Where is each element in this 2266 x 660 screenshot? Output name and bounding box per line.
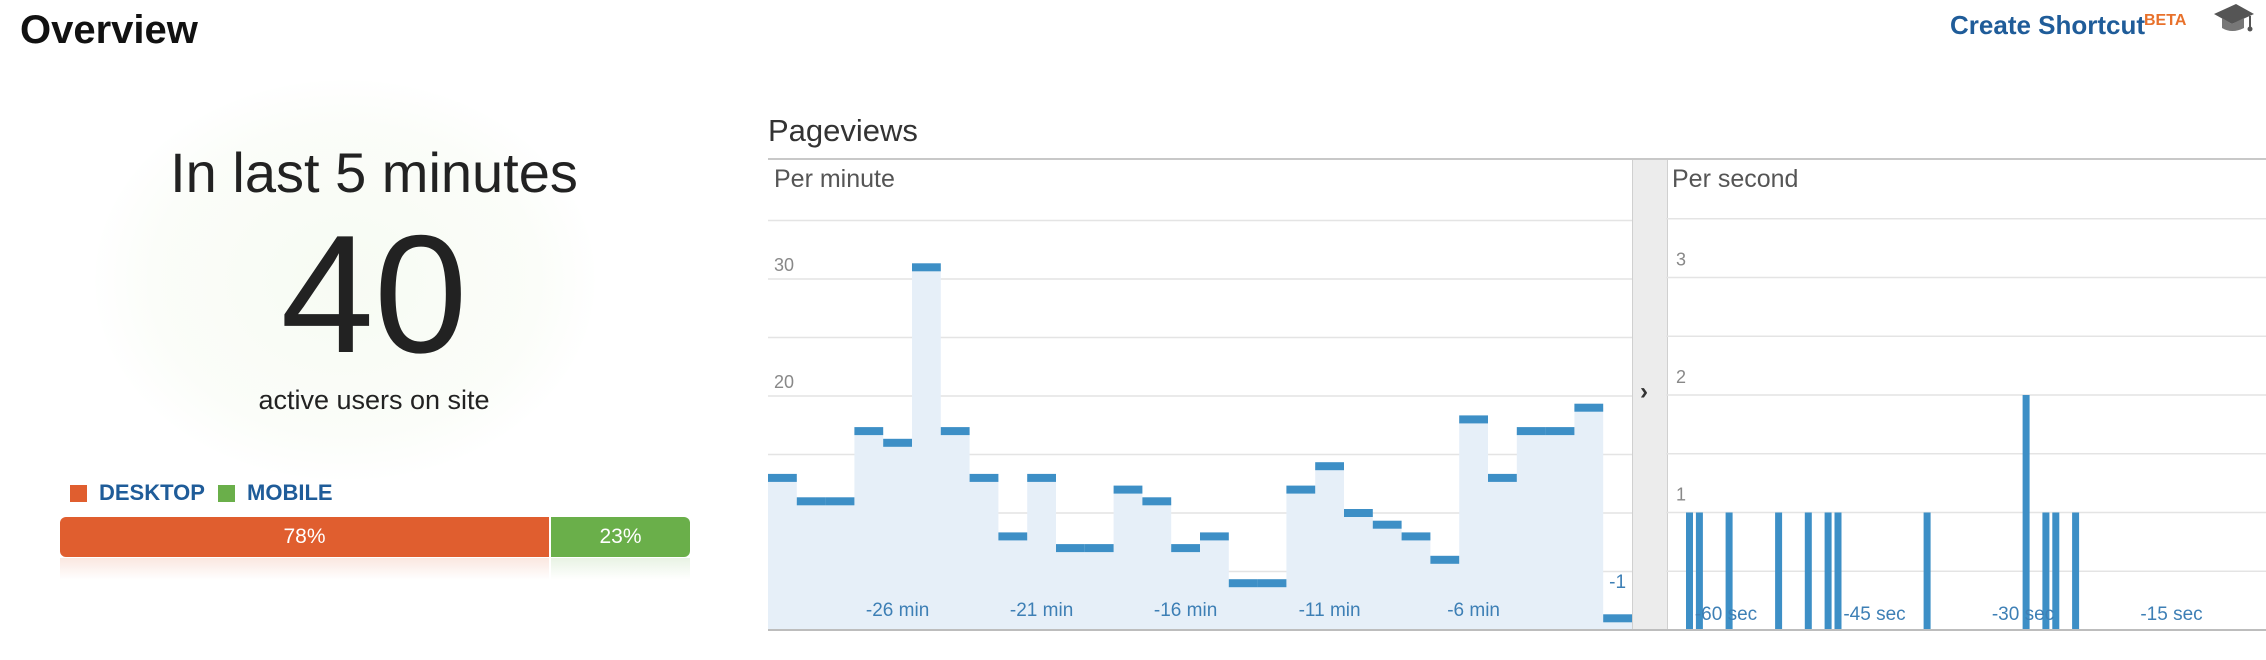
data-point <box>768 473 797 482</box>
data-point <box>825 497 855 506</box>
data-bar <box>2072 512 2080 630</box>
beta-badge: BETA <box>2144 12 2187 29</box>
per-second-label: Per second <box>1672 165 1799 193</box>
legend-mobile-label: MOBILE <box>247 480 333 505</box>
data-point <box>1142 497 1172 506</box>
legend-desktop: DESKTOP <box>70 478 205 508</box>
data-bar <box>1834 512 1842 630</box>
area-fill <box>768 267 1632 630</box>
data-point <box>1200 532 1229 541</box>
x-tick-label: -60 sec <box>1695 604 1757 625</box>
y-tick-label: 30 <box>774 255 794 275</box>
desktop-bar-reflection <box>60 558 549 580</box>
data-point <box>1056 544 1085 553</box>
y-tick-label: 2 <box>1676 367 1686 387</box>
desktop-swatch <box>70 484 87 502</box>
data-point <box>1257 579 1287 588</box>
active-users-halo <box>95 80 595 480</box>
data-point <box>1430 555 1460 564</box>
data-point <box>1372 520 1402 529</box>
data-point <box>854 427 884 436</box>
x-tick-label: -15 sec <box>2140 604 2202 625</box>
pageviews-title: Pageviews <box>768 113 918 148</box>
data-bar <box>1804 512 1812 630</box>
chevron-right-icon[interactable]: › <box>1640 378 1648 405</box>
active-users-caption: active users on site <box>258 385 490 415</box>
data-point <box>1488 473 1517 482</box>
data-point <box>1171 544 1200 553</box>
data-point <box>1228 579 1258 588</box>
data-point <box>940 427 970 436</box>
x-tick-label: -26 min <box>866 600 929 621</box>
x-tick-label: -45 sec <box>1843 604 1905 625</box>
data-point <box>796 497 826 506</box>
legend-mobile: MOBILE <box>218 478 333 508</box>
desktop-share-label: 78% <box>283 525 326 548</box>
data-point <box>1113 485 1143 494</box>
data-point <box>1459 415 1488 424</box>
active-users-headline: In last 5 minutes <box>170 141 578 204</box>
pageviews-top-rule <box>768 158 2266 160</box>
data-point <box>1401 532 1431 541</box>
data-bar <box>2042 512 2050 630</box>
x-tick-label: -30 sec <box>1992 604 2054 625</box>
data-point <box>969 473 999 482</box>
data-point <box>1574 403 1604 412</box>
data-bar <box>2052 512 2060 630</box>
data-bar <box>1775 512 1783 630</box>
x-tick-label: -11 min <box>1299 600 1361 621</box>
per-minute-chart: 102030-26 min-21 min-16 min-11 min-6 min… <box>768 219 1632 630</box>
data-bar <box>1824 512 1832 630</box>
data-bar <box>1725 512 1733 630</box>
mobile-share-bar[interactable]: 23% <box>551 517 690 557</box>
data-point <box>1286 485 1316 494</box>
y-tick-label: 3 <box>1676 250 1686 270</box>
legend-desktop-label: DESKTOP <box>99 480 205 505</box>
create-shortcut-link[interactable]: Create Shortcut <box>1950 10 2146 40</box>
x-tick-label: -16 min <box>1154 600 1217 621</box>
desktop-share-bar[interactable]: 78% <box>60 517 549 557</box>
data-bar <box>1923 512 1931 630</box>
mobile-share-label: 23% <box>599 525 642 548</box>
data-point <box>912 263 941 272</box>
data-point <box>998 532 1028 541</box>
data-bar <box>1695 512 1703 630</box>
data-point <box>1516 427 1546 436</box>
panel-divider[interactable] <box>1632 160 1668 630</box>
data-point <box>1315 462 1344 471</box>
x-tick-label: -21 min <box>1010 600 1073 621</box>
x-tick-label: -6 min <box>1447 600 1500 621</box>
per-second-chart: 1 2 3 -60 sec -45 sec -30 sec -15 sec <box>1666 218 2266 630</box>
y-tick-label: 1 <box>1676 485 1686 505</box>
mobile-bar-reflection <box>551 558 690 580</box>
data-point <box>1603 614 1632 623</box>
data-point <box>883 438 912 447</box>
mobile-swatch <box>218 484 235 502</box>
data-point <box>1344 509 1373 517</box>
per-minute-label: Per minute <box>774 165 895 193</box>
data-bar <box>2022 395 2030 630</box>
x-tick-label: -1 <box>1609 572 1626 593</box>
data-point <box>1084 544 1114 553</box>
data-point <box>1027 473 1056 482</box>
data-bar <box>1686 512 1693 630</box>
page-title: Overview <box>20 8 198 52</box>
pageviews-bottom-rule <box>768 629 2266 631</box>
active-users-count: 40 <box>280 200 468 388</box>
graduation-cap-icon[interactable] <box>2212 0 2256 40</box>
data-point <box>1545 427 1575 436</box>
y-tick-label: 20 <box>774 372 794 392</box>
